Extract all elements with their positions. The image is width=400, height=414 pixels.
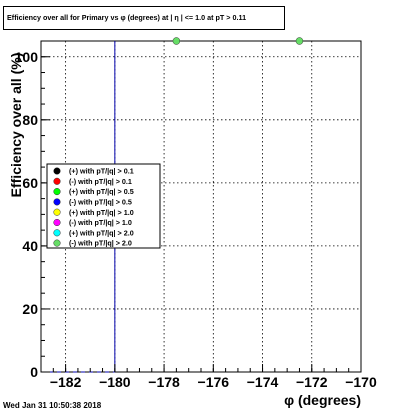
- chart-title: Efficiency over all for Primary vs φ (de…: [3, 6, 285, 30]
- x-tick-label: −178: [148, 374, 180, 390]
- legend-marker: [53, 229, 61, 237]
- legend-label: (+) with pT/|q| > 2.0: [69, 228, 134, 237]
- legend-label: (-) with pT/|q| > 0.1: [69, 177, 132, 186]
- y-tick-label: 0: [30, 364, 38, 380]
- y-axis-title: Efficiency over all (%): [8, 53, 24, 198]
- y-tick-label: 80: [22, 112, 38, 128]
- x-axis-title: φ (degrees): [284, 392, 361, 408]
- legend-box: [46, 163, 161, 249]
- timestamp: Wed Jan 31 10:50:38 2018: [3, 401, 102, 410]
- x-tick-label: −172: [296, 374, 328, 390]
- y-tick-label: 40: [22, 238, 38, 254]
- legend-marker: [53, 198, 61, 206]
- data-point: [295, 37, 304, 45]
- legend-label: (+) with pT/|q| > 0.1: [69, 167, 134, 176]
- legend-label: (+) with pT/|q| > 0.5: [69, 187, 134, 196]
- legend-marker: [53, 218, 61, 227]
- y-tick-label: 100: [15, 49, 39, 65]
- axis-layer: −182 −180 −178 −176 −174 −172 −170 0 20 40 60 80 100: [15, 40, 377, 390]
- legend-label: (-) with pT/|q| > 1.0: [69, 218, 132, 227]
- x-tick-label: −174: [247, 374, 279, 390]
- legend-marker: [53, 177, 61, 185]
- legend-marker: [53, 188, 61, 196]
- x-tick-label: −180: [99, 374, 131, 390]
- x-tick-label: −176: [198, 374, 230, 390]
- legend-label: (+) with pT/|q| > 1.0: [69, 208, 134, 217]
- legend-marker: [53, 167, 61, 175]
- legend: (+) with pT/|q| > 0.1(-) with pT/|q| > 0…: [46, 163, 161, 249]
- legend-marker: [53, 208, 61, 216]
- y-tick-label: 20: [22, 301, 38, 317]
- y-tick-label: 60: [22, 175, 38, 191]
- x-tick-label: −182: [50, 374, 82, 390]
- legend-label: (-) with pT/|q| > 0.5: [69, 198, 132, 207]
- legend-items: (+) with pT/|q| > 0.1(-) with pT/|q| > 0…: [53, 167, 134, 248]
- data-point: [172, 37, 181, 45]
- legend-label: (-) with pT/|q| > 2.0: [69, 239, 132, 248]
- legend-marker: [53, 239, 61, 247]
- x-tick-label: −170: [345, 374, 377, 390]
- data-points-layer: [172, 37, 304, 45]
